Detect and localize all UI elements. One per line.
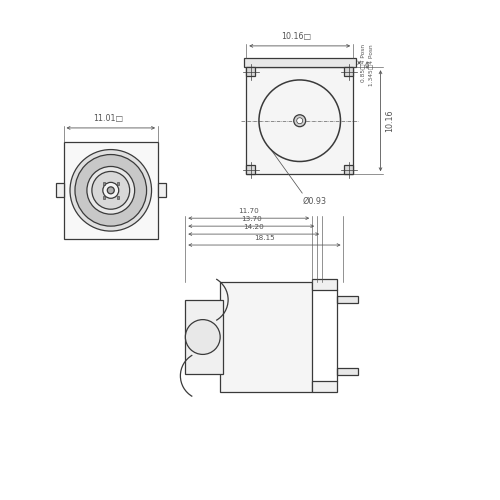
Bar [344,165,353,174]
Bar [312,279,337,290]
Text: 11.01□: 11.01□ [94,114,124,123]
Bar [246,165,255,174]
Circle shape [92,172,130,209]
Bar [116,182,119,184]
Bar [186,300,222,374]
Bar [220,282,312,392]
Circle shape [103,182,118,198]
Circle shape [108,187,114,194]
Circle shape [294,115,306,126]
Bar [246,68,255,76]
Text: 1.345□4 Posn: 1.345□4 Posn [368,44,373,86]
Circle shape [296,118,302,124]
Text: 11.70: 11.70 [238,208,259,214]
Bar [56,184,64,198]
Bar [337,368,358,375]
Bar [116,196,119,198]
Text: 18.15: 18.15 [254,234,275,240]
Bar [246,68,353,174]
Bar [312,381,337,392]
Bar [244,58,356,68]
Circle shape [70,150,152,231]
Bar [158,184,166,198]
Circle shape [186,320,220,354]
Circle shape [75,154,146,226]
Bar [102,182,105,184]
Text: 13.70: 13.70 [241,216,262,222]
Circle shape [87,166,134,214]
Text: 0.85□4 Posn: 0.85□4 Posn [360,44,365,82]
Text: 10.16□: 10.16□ [280,32,310,41]
Text: 14.20: 14.20 [244,224,264,230]
Bar [337,296,358,302]
Text: Ø0.93: Ø0.93 [302,197,326,206]
Bar [102,196,105,198]
Bar [64,142,158,239]
Text: 10.16: 10.16 [386,110,394,132]
Bar [344,68,353,76]
